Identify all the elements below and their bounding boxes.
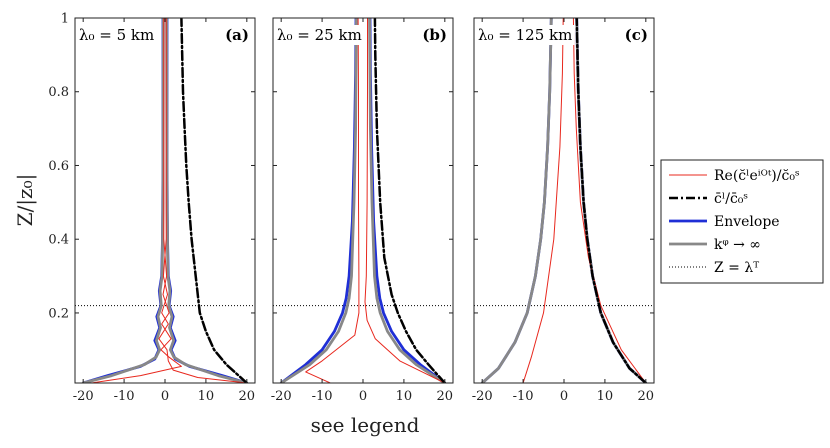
x-tick-label: 10 — [396, 389, 413, 404]
legend-label: Z = λᵀ — [714, 260, 759, 276]
series-kphi-left — [81, 18, 165, 383]
series-re1 — [158, 18, 248, 383]
x-tick-label: -20 — [271, 389, 292, 404]
series-re2 — [305, 18, 360, 383]
x-tick-label: -10 — [114, 389, 135, 404]
series-envelope-right — [165, 18, 249, 383]
x-tick-label: 0 — [359, 389, 367, 404]
y-tick-label: 0.2 — [48, 306, 69, 321]
series-mean — [180, 18, 249, 383]
x-tick-label: 20 — [638, 389, 655, 404]
lambda-label-bg — [77, 25, 157, 45]
x-tick-label: 10 — [198, 389, 215, 404]
lambda-label: λ₀ = 5 km — [79, 26, 154, 44]
legend-label: c̄ˡ/c̄₀ˢ — [714, 191, 748, 207]
y-tick-label: 0.4 — [48, 233, 69, 248]
series-envelope-left — [279, 18, 358, 383]
panel-b: -20 -10 0 10 20 λ₀ = 25 km (b) — [271, 17, 454, 404]
x-tick-label: 0 — [161, 389, 169, 404]
x-tick-label: -20 — [73, 389, 94, 404]
series-kphi-right — [165, 18, 249, 383]
x-tick-label: 20 — [437, 389, 454, 404]
series-mean — [575, 18, 648, 383]
series-re1 — [522, 18, 564, 383]
panel-tag: (b) — [422, 26, 447, 44]
legend-label: Envelope — [714, 214, 780, 230]
x-tick-label: -20 — [472, 389, 493, 404]
lambda-label: λ₀ = 125 km — [478, 26, 572, 44]
y-tick-label: 1 — [61, 12, 69, 27]
y-tick-label: 0.8 — [48, 85, 69, 100]
series-envelope-left — [480, 18, 553, 383]
panel-tag: (c) — [625, 26, 648, 44]
series-re2 — [90, 18, 182, 383]
x-tick-label: -10 — [513, 389, 534, 404]
x-tick-label: -10 — [312, 389, 333, 404]
x-axis-title: see legend — [311, 413, 420, 437]
lambda-label-bg — [476, 25, 575, 45]
y-tick-label: 0.6 — [48, 159, 69, 174]
series-mean — [373, 18, 447, 383]
axes-frame — [74, 17, 256, 384]
legend-label: Re(c̆ˡeⁱᴼᵗ)/c̆₀ˢ — [714, 168, 800, 184]
lambda-label-bg — [275, 25, 364, 45]
x-tick-label: 20 — [239, 389, 256, 404]
axes-frame — [473, 17, 655, 384]
axes-frame — [272, 17, 454, 384]
legend: Re(c̆ˡeⁱᴼᵗ)/c̆₀ˢ c̄ˡ/c̄₀ˢ Envelope kᵠ → ∞ Z … — [660, 159, 824, 284]
series-kphi-left — [279, 18, 358, 383]
panel-tag: (a) — [225, 26, 249, 44]
panel-a: -20 -10 0 10 20 0.2 0.4 0.6 0.8 1 λ₀ = 5 km (a) — [48, 12, 256, 404]
y-axis-title: Z/|z₀| — [13, 174, 38, 227]
series-re1 — [364, 18, 446, 383]
series-envelope-left — [81, 18, 165, 383]
x-tick-label: 0 — [560, 389, 568, 404]
panel-c: -20 -10 0 10 20 λ₀ = 125 km (c) — [472, 17, 655, 404]
x-tick-label: 10 — [597, 389, 614, 404]
legend-label: kᵠ → ∞ — [714, 237, 761, 253]
series-kphi-left — [480, 18, 553, 383]
series-re2 — [572, 18, 647, 383]
lambda-label: λ₀ = 25 km — [277, 26, 362, 44]
series-kphi-right — [368, 18, 447, 383]
